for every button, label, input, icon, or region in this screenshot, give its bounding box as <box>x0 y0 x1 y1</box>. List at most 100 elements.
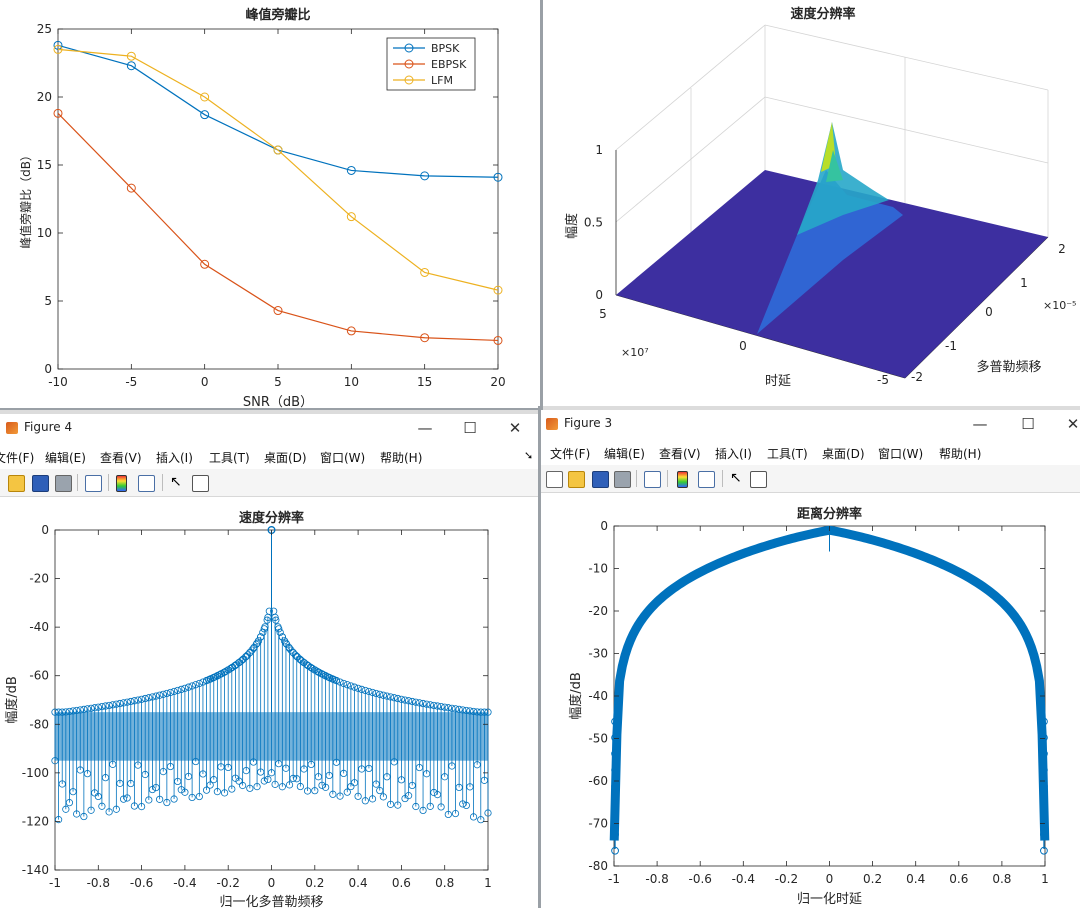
menu-view[interactable]: 查看(V) <box>100 451 142 465</box>
stem-marker <box>611 717 619 726</box>
save-icon[interactable] <box>32 475 49 492</box>
stem-marker <box>1040 830 1048 839</box>
y-tick-label: 10 <box>37 226 52 240</box>
y-axis-label: 幅度/dB <box>4 676 20 724</box>
stem-marker <box>383 773 391 781</box>
chart-title: 速度分辨率 <box>239 510 304 526</box>
stem-marker <box>1040 846 1048 855</box>
data-point <box>420 267 430 277</box>
stem-marker <box>313 667 321 675</box>
menu-edit[interactable]: 编辑(E) <box>45 451 86 465</box>
menu-desktop[interactable]: 桌面(D) <box>822 447 865 461</box>
chart-title: 距离分辨率 <box>797 506 862 522</box>
menu-insert[interactable]: 插入(I) <box>715 447 752 461</box>
doppler-stem-plot[interactable]: 速度分辨率 -1 -0.8 -0.6 -0.4 -0.2 0 0.2 0.4 0.6 0.8 1 0 -2… <box>0 414 540 908</box>
stem-marker <box>264 775 272 784</box>
surface-floor <box>616 170 1048 378</box>
legend-icon[interactable] <box>698 471 715 488</box>
stem-marker <box>629 630 637 639</box>
colorbar-icon[interactable] <box>677 471 688 488</box>
menu-help[interactable]: 帮助(H) <box>380 451 423 465</box>
menu-tools[interactable]: 工具(T) <box>209 451 250 465</box>
open-folder-icon[interactable] <box>8 475 25 492</box>
menu-edit[interactable]: 编辑(E) <box>604 447 645 461</box>
y-tick-label: 0 <box>44 362 52 376</box>
stem-marker <box>148 785 157 794</box>
stem-marker <box>210 776 218 784</box>
stem-marker <box>87 806 95 814</box>
property-inspector-icon[interactable] <box>192 475 209 492</box>
matlab-figure-icon <box>6 422 18 434</box>
minimize-button[interactable]: — <box>417 419 433 437</box>
print-icon[interactable] <box>55 475 72 492</box>
data-point <box>493 335 503 345</box>
legend-icon[interactable] <box>138 475 155 492</box>
stem-marker <box>272 616 280 624</box>
stem-marker <box>311 787 319 795</box>
x-tick-label: -0.4 <box>173 876 196 890</box>
link-plot-icon[interactable] <box>644 471 661 488</box>
stem-marker <box>254 637 263 645</box>
stem-marker <box>296 782 304 791</box>
menu-view[interactable]: 查看(V) <box>659 447 701 461</box>
stem-marker <box>340 679 348 688</box>
x-tick-label: 0.8 <box>992 872 1011 886</box>
save-icon[interactable] <box>592 471 609 488</box>
stem-marker <box>722 556 730 565</box>
new-file-icon[interactable] <box>546 471 563 488</box>
psl-line-chart[interactable]: -10 -5 0 5 10 15 20 0 5 10 15 20 25 峰值旁瓣比 SNR（dB） 峰值旁瓣比… <box>0 0 540 410</box>
close-button[interactable]: ✕ <box>1066 415 1080 433</box>
maximize-button[interactable]: ☐ <box>463 419 477 437</box>
y-tick-label: 1 <box>1020 276 1028 290</box>
minimize-button[interactable]: — <box>972 415 988 433</box>
menu-file[interactable]: 文件(F) <box>0 451 35 465</box>
menu-file[interactable]: 文件(F) <box>550 447 591 461</box>
link-plot-icon[interactable] <box>85 475 102 492</box>
menu-window[interactable]: 窗口(W) <box>320 451 366 465</box>
property-inspector-icon[interactable] <box>750 471 767 488</box>
maximize-button[interactable]: ☐ <box>1021 415 1035 433</box>
stem-marker <box>426 701 434 709</box>
menu-insert[interactable]: 插入(I) <box>156 451 193 465</box>
stem-marker <box>350 779 359 787</box>
stem-marker <box>405 792 413 800</box>
menu-tools[interactable]: 工具(T) <box>767 447 808 461</box>
legend-entry: BPSK <box>431 42 460 55</box>
stem-marker <box>794 532 803 541</box>
stem-marker <box>394 694 402 703</box>
x-tick-label: -0.6 <box>130 876 153 890</box>
stem-marker <box>898 544 906 553</box>
stem-marker <box>239 655 247 663</box>
chart-title: 峰值旁瓣比 <box>245 7 310 23</box>
stem-marker <box>156 691 164 699</box>
stem-marker <box>372 689 380 698</box>
menu-help[interactable]: 帮助(H) <box>939 447 982 461</box>
data-point <box>273 306 283 316</box>
stem-marker <box>354 792 362 800</box>
window-titlebar[interactable]: Figure 3 — ☐ ✕ <box>540 410 1080 441</box>
menu-window[interactable]: 窗口(W) <box>878 447 924 461</box>
stem-marker <box>991 591 999 600</box>
stem-marker <box>1001 601 1010 610</box>
stem-marker <box>448 704 456 712</box>
menu-overflow-icon[interactable]: ➘ <box>524 449 534 462</box>
cursor-arrow-icon[interactable]: ↖ <box>170 474 182 490</box>
close-button[interactable]: ✕ <box>508 419 522 437</box>
stem-marker <box>220 789 229 797</box>
legend-marker <box>404 59 414 69</box>
data-point <box>493 172 503 182</box>
stem-marker <box>611 749 619 758</box>
open-folder-icon[interactable] <box>568 471 585 488</box>
stem-marker <box>611 846 619 855</box>
x-tick-label: 0.2 <box>305 876 324 890</box>
y-tick-label: 5 <box>44 294 52 308</box>
stem-marker <box>257 768 265 776</box>
menu-desktop[interactable]: 桌面(D) <box>264 451 307 465</box>
toolbar-separator <box>722 470 723 487</box>
print-icon[interactable] <box>614 471 631 488</box>
stem-marker <box>846 530 855 539</box>
cursor-arrow-icon[interactable]: ↖ <box>730 470 742 486</box>
colorbar-icon[interactable] <box>116 475 127 492</box>
range-stem-plot[interactable]: 距离分辨率 -1 -0.8 -0.6 -0.4 -0.2 0 0.2 0.4 0.6 0.8 1 0 -1… <box>540 410 1080 908</box>
